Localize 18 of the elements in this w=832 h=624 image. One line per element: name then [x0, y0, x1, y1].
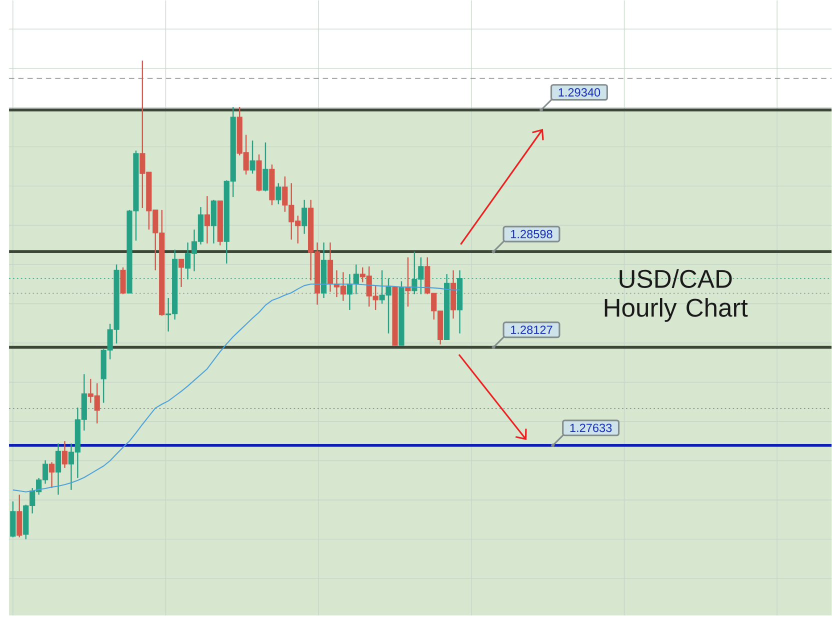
candlestick [178, 258, 184, 288]
candlestick [55, 442, 62, 496]
candlestick [276, 182, 282, 205]
candlestick [250, 140, 256, 174]
annotation: 1.28127 [511, 325, 552, 334]
candlestick [327, 242, 334, 292]
candlestick [120, 266, 126, 295]
text: USD/CAD Hourly Chart [604, 268, 748, 322]
candlestick [302, 199, 308, 234]
candlestick [16, 494, 22, 538]
candlestick [48, 461, 55, 488]
annotation: 1.29340 [558, 88, 600, 96]
candlestick [62, 440, 68, 468]
candlestick [204, 195, 210, 244]
candlestick [262, 142, 268, 192]
annotation: 1.27633 [570, 424, 612, 432]
annotation: 1.28598 [511, 230, 552, 238]
candlestick [346, 273, 352, 310]
